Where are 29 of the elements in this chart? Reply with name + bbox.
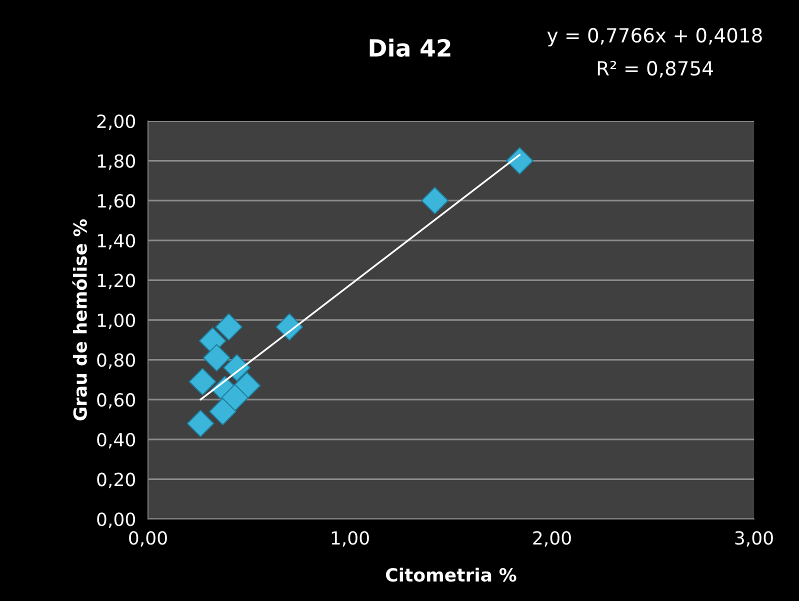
x-tick-label: 2,00 — [533, 531, 571, 547]
y-tick-label: 0,00 — [97, 512, 135, 528]
point — [188, 368, 216, 396]
point — [209, 398, 236, 426]
chart-title: Dia 42 — [370, 38, 450, 57]
point — [186, 410, 214, 438]
point — [221, 384, 249, 412]
y-tick-label: 1,20 — [98, 274, 135, 290]
y-tick-label: 1,00 — [98, 313, 135, 329]
y-tick-label: 1,40 — [98, 234, 135, 250]
x-tick-label: 3,00 — [735, 531, 773, 547]
y-tick-label: 2,00 — [97, 114, 135, 130]
text: R² = 0,8754 — [598, 60, 713, 78]
y-axis-title: Grau de hemólise % — [72, 219, 87, 420]
y-tick-label: 0,60 — [97, 393, 135, 409]
y-tick-label: 0,40 — [97, 432, 135, 448]
y-tick-label: 0,20 — [97, 472, 135, 488]
point — [421, 186, 449, 214]
y-tick-label: 1,80 — [98, 154, 135, 170]
text: y = 0,7766x + 0,4018 — [547, 28, 762, 46]
y-tick-label: 1,60 — [98, 194, 135, 210]
point — [223, 354, 251, 382]
point — [215, 313, 243, 341]
x-tick-label: 0,00 — [129, 531, 167, 547]
y-tick-label: 0,80 — [97, 353, 135, 369]
x-tick-label: 1,00 — [332, 531, 369, 547]
point — [506, 147, 534, 175]
x-axis-title: Citometria % — [386, 568, 516, 582]
point — [202, 344, 230, 372]
